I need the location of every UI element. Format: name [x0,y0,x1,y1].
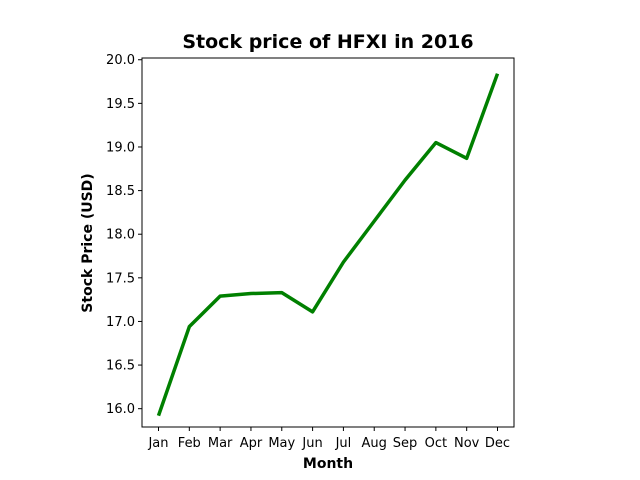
y-tick-label: 16.5 [106,359,135,374]
y-tick-label: 20.0 [106,53,135,68]
y-axis: 16.0 16.5 17.0 17.5 18.0 18.5 19.0 19.5 20.0 [106,53,142,417]
chart-title: Stock price of HFXI in 2016 [182,31,473,53]
y-tick-label: 18.5 [106,184,135,199]
y-tick-label: 19.0 [106,140,135,155]
y-axis-label: Stock Price (USD) [80,173,96,312]
y-tick-label: 17.5 [106,271,135,286]
series-line [156,73,500,417]
x-tick-label: Aug [362,436,387,451]
y-tick-label: 19.5 [106,97,135,112]
y-tick-label: 17.0 [106,315,135,330]
x-axis: Jan Feb Mar Apr May Jun Jul Aug Sep Oct Nov Dec [147,427,510,451]
x-axis-label: Month [303,456,353,472]
x-tick-label: Nov [454,436,480,451]
y-tick-label: 18.0 [106,228,135,243]
x-tick-label: Jun [301,436,322,451]
plot-area [141,57,515,428]
series-group [156,73,500,417]
x-tick-label: Feb [178,436,201,451]
x-tick-label: Apr [240,436,263,451]
y-tick-label: 16.0 [106,402,135,417]
axes-frame [141,57,515,428]
x-tick-label: May [268,436,295,451]
x-tick-label: Dec [485,436,510,451]
x-tick-label: Mar [208,436,233,451]
x-tick-label: Jul [335,436,352,451]
x-tick-label: Oct [425,436,447,451]
x-tick-label: Jan [147,436,168,451]
x-tick-label: Sep [393,436,418,451]
